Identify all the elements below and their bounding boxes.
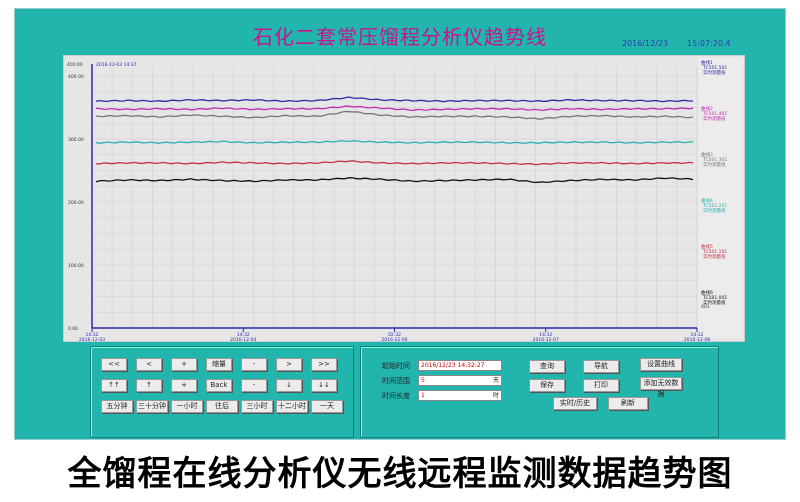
nav-button[interactable]: >> (311, 358, 337, 371)
nav-button[interactable]: 一天 (311, 400, 343, 413)
date-display: 2016/12/23 (622, 39, 669, 48)
x-tick-date: 2016-12-06 (381, 337, 407, 341)
nav-button[interactable]: + (171, 358, 197, 371)
nav-button[interactable]: - (241, 379, 267, 392)
time-display: 15:07:20.4 (687, 39, 731, 48)
y-tick-label: 200.00 (68, 200, 84, 206)
legend-tag: TC501.001 (702, 295, 727, 301)
start-date: 2016/12/23 (421, 362, 456, 369)
x-tick-time: 02:32 (388, 332, 401, 338)
trend-chart-svg: 2016-12-03 14:37 400.00 0.00 100.00 200.00 30… (67, 58, 743, 343)
nav-button[interactable]: 一小时 (171, 400, 203, 413)
query-button[interactable]: 保存 (529, 379, 565, 392)
legend-desc: 实时测量值 (703, 115, 726, 122)
x-tick-time: 14:32 (86, 332, 99, 338)
series-line-4 (95, 140, 694, 144)
navigation-panel: << < + 缩量 - > >> ↑↑ ↑ + Back - ↓ ↓↓ 五分钟 三十分钟 一小时 往后 三小时 十二小… (90, 346, 354, 438)
query-button[interactable]: 添加无效数据 (640, 377, 682, 398)
query-button[interactable]: 实时/历史 (553, 397, 597, 410)
query-button[interactable]: 设置曲线 (640, 358, 682, 371)
series-line-2 (95, 105, 694, 112)
nav-button[interactable]: + (171, 379, 197, 392)
query-button[interactable]: 导航 (583, 360, 619, 373)
legend-desc: 实时测量值 (703, 299, 726, 306)
legend-name: 曲线4 (701, 197, 713, 204)
query-button[interactable]: 查询 (529, 360, 565, 373)
legend-tag: TC501.301 (702, 157, 727, 163)
nav-button[interactable]: ↑ (136, 379, 162, 392)
y-tick-label: 400.00 (68, 74, 84, 80)
nav-button[interactable]: < (136, 358, 162, 371)
x-tick-date: 2016-12-03 (79, 337, 105, 341)
y-top-label: 400.00 (67, 62, 83, 68)
page-title: 石化二套常压馏程分析仪趋势线 (253, 25, 547, 49)
legend-tag: TC501.401 (702, 111, 727, 117)
legend-name: 曲线2 (701, 105, 713, 112)
y-tick-label: 0.00 (68, 326, 78, 332)
legend-tag: TC501.501 (702, 65, 727, 71)
series-line-6 (95, 177, 694, 184)
x-tick-date: 2016-12-04 (230, 337, 256, 341)
x-tick-time: 14:32 (539, 332, 552, 338)
legend-name: 曲线6 (701, 289, 713, 296)
series-line-3 (95, 110, 694, 120)
nav-button[interactable]: ↓↓ (311, 379, 337, 392)
length-label: 时间长度 (382, 392, 410, 400)
query-button[interactable]: 刷新 (608, 397, 648, 410)
legend-area (698, 58, 743, 338)
nav-button[interactable]: ↑↑ (101, 379, 127, 392)
cursor-label: 2016-12-03 14:37 (96, 62, 137, 68)
legend-desc: 实时测量值 (703, 69, 726, 76)
nav-button[interactable]: 往后 (206, 400, 238, 413)
x-tick-date: 2016-12-07 (533, 337, 559, 341)
nav-button[interactable]: 三小时 (241, 400, 273, 413)
range-input[interactable]: 5 天 (418, 375, 502, 386)
series-line-5 (95, 160, 694, 166)
start-clock: 14:32:27 (457, 362, 485, 369)
legend-tag: TC501.101 (702, 249, 727, 255)
x-tick-time: 14:32 (237, 332, 250, 338)
start-time-label: 起始时间 (382, 362, 410, 370)
legend-name: 曲线5 (701, 243, 713, 250)
length-unit-select[interactable]: 时 (492, 392, 499, 399)
nav-button[interactable]: 十二小时 (276, 400, 308, 413)
nav-button[interactable]: - (241, 358, 267, 371)
nav-button[interactable]: 缩量 (206, 358, 232, 371)
nav-button[interactable]: Back (206, 379, 232, 392)
series-line-1 (95, 96, 693, 103)
range-value: 5 (421, 377, 425, 384)
caption: 全馏程在线分析仪无线远程监测数据趋势图 (67, 454, 733, 494)
y-tick-label: 100.00 (68, 263, 84, 269)
query-button[interactable]: 打印 (583, 379, 619, 392)
legend-tag: TC501.201 (702, 203, 727, 209)
range-unit-select[interactable]: 天 (492, 377, 499, 384)
legend-extra: 401 (701, 304, 710, 310)
start-time-input[interactable]: 2016/12/23 14:32:27 (418, 360, 502, 371)
legend-desc: 实时测量值 (703, 161, 726, 168)
main-window: 石化二套常压馏程分析仪趋势线 2016/12/23 15:07:20.4 201… (14, 8, 786, 440)
legend-desc: 实时测量值 (703, 253, 726, 260)
nav-button[interactable]: 五分钟 (101, 400, 133, 413)
nav-button[interactable]: > (276, 358, 302, 371)
trend-chart[interactable]: 2016-12-03 14:37 400.00 0.00 100.00 200.00 30… (63, 55, 745, 343)
legend-desc: 实时测量值 (703, 207, 726, 214)
legend-name: 曲线1 (701, 59, 713, 66)
length-input[interactable]: 1 时 (418, 390, 502, 401)
range-label: 时间范围 (382, 377, 410, 385)
x-tick-date: 2016-12-08 (684, 337, 710, 341)
query-panel: 起始时间 2016/12/23 14:32:27 时间范围 5 天 时间长度 1… (360, 346, 719, 438)
x-tick-time: 14:32 (691, 332, 704, 338)
legend-name: 曲线3 (701, 151, 713, 158)
nav-button[interactable]: 三十分钟 (136, 400, 168, 413)
y-tick-label: 300.00 (68, 137, 84, 143)
nav-button[interactable]: ↓ (276, 379, 302, 392)
nav-button[interactable]: << (101, 358, 127, 371)
length-value: 1 (421, 392, 425, 399)
